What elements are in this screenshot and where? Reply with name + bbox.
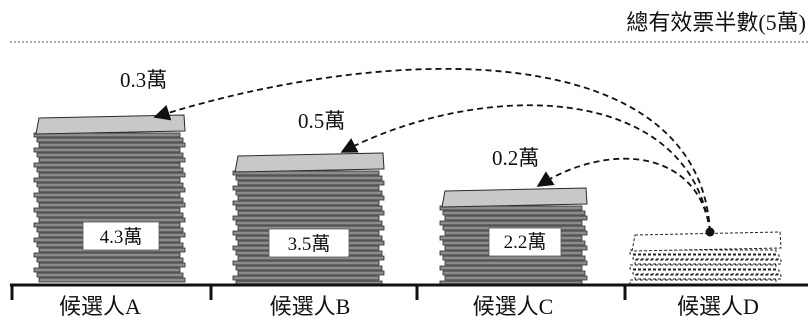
svg-text:4.3萬: 4.3萬 xyxy=(100,226,143,248)
svg-text:3.5萬: 3.5萬 xyxy=(288,233,331,255)
transfer-arrows xyxy=(153,67,715,237)
transfer-arrow-to-b xyxy=(340,104,711,233)
transfer-label-b: 0.5萬 xyxy=(298,109,345,133)
candidate-label-a: 候選人A xyxy=(59,294,141,319)
transfer-origin-dot xyxy=(705,227,715,237)
stack-c-top-sheet xyxy=(441,187,588,208)
ballot-stacks xyxy=(33,114,782,286)
stack-a-top-sheet xyxy=(35,114,186,135)
candidate-label-c: 候選人C xyxy=(473,294,554,319)
baseline-axis xyxy=(10,283,808,300)
stack-a xyxy=(33,114,186,283)
transfer-arrow-to-a xyxy=(153,67,711,233)
svg-text:2.2萬: 2.2萬 xyxy=(504,231,547,253)
transfer-arrow-to-c xyxy=(536,157,711,233)
stack-b xyxy=(232,152,385,286)
transfer-label-c: 0.2萬 xyxy=(492,146,539,170)
vote-label-a: 4.3萬 xyxy=(82,221,160,251)
vote-label-c: 2.2萬 xyxy=(488,227,562,257)
stack-b-top-sheet xyxy=(234,152,385,173)
threshold-label: 總有效票半數(5萬) xyxy=(626,10,806,35)
stack-d-top-sheet xyxy=(631,231,782,252)
stack-d xyxy=(629,231,782,285)
candidate-label-b: 候選人B xyxy=(270,294,351,319)
vote-label-b: 3.5萬 xyxy=(268,228,350,258)
candidate-label-d: 候選人D xyxy=(677,294,759,319)
transfer-label-a: 0.3萬 xyxy=(120,68,167,92)
